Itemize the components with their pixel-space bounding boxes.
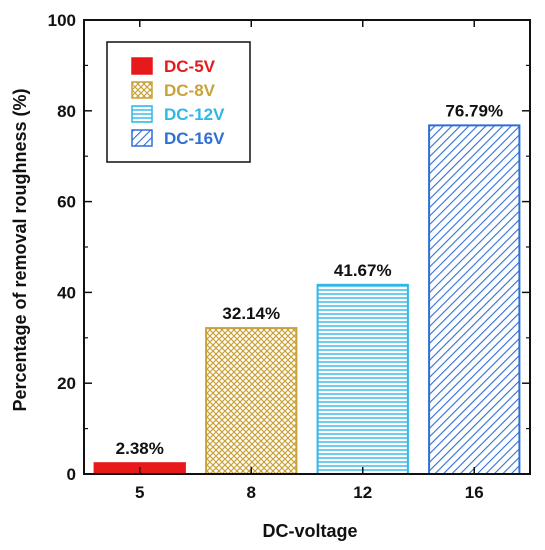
legend-label: DC-12V [164,105,225,124]
bar [205,327,298,476]
y-tick-label: 0 [67,465,76,484]
data-label: 32.14% [222,304,280,323]
y-tick-label: 40 [57,283,76,302]
legend-swatch [131,105,153,123]
bar [428,124,521,475]
y-tick-label: 80 [57,102,76,121]
data-label: 2.38% [116,439,164,458]
bar [316,283,409,475]
legend-swatch [131,57,153,75]
x-tick-label: 5 [135,483,144,502]
y-axis-title: Percentage of removal roughness (%) [10,88,30,411]
x-tick-label: 12 [353,483,372,502]
legend-label: DC-5V [164,57,216,76]
plot-area: 2.38% 5 32.14% 8 41.67% 12 76.79% 16 0 20 40 60 80 10… [48,11,531,502]
y-tick-label: 20 [57,374,76,393]
x-axis-title: DC-voltage [262,521,357,541]
x-tick-label: 16 [465,483,484,502]
legend-swatch [131,129,153,147]
plot-frame [83,19,531,475]
y-tick-label: 60 [57,193,76,212]
data-label: 41.67% [334,261,392,280]
data-label: 76.79% [445,101,503,120]
legend-label: DC-8V [164,81,216,100]
legend-box [106,41,251,163]
legend-label: DC-16V [164,129,225,148]
legend-swatch [131,81,153,99]
y-tick-label: 100 [48,11,76,30]
x-tick-label: 8 [247,483,256,502]
